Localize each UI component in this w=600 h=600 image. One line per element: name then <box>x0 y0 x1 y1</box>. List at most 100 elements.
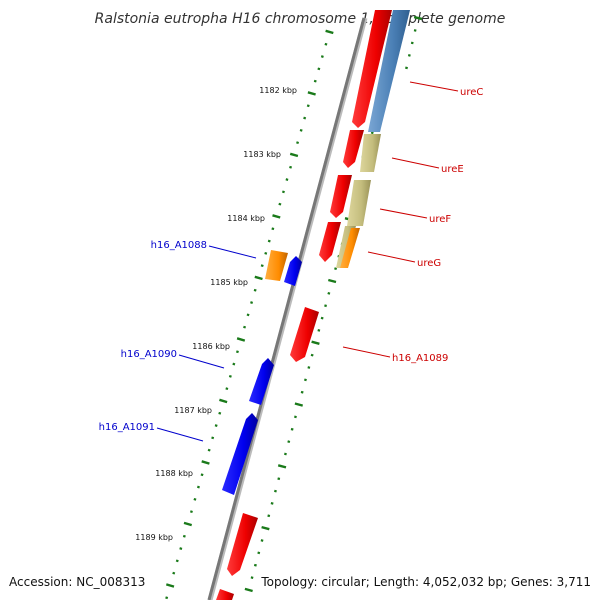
outer-tick-ring <box>405 15 423 70</box>
left-ring-major-tick <box>219 398 228 404</box>
right-ring-major-tick <box>327 278 337 284</box>
left-ring-minor-tick <box>200 473 204 477</box>
gene-features <box>216 10 410 600</box>
tick-label-1184: 1184 kbp <box>227 214 265 223</box>
left-ring-minor-tick <box>271 227 275 231</box>
right-ring-minor-tick <box>267 514 271 518</box>
label-h16-A1088[interactable]: h16_A1088 <box>151 240 207 251</box>
right-ring-minor-tick <box>274 489 277 493</box>
left-ring-minor-tick <box>306 104 310 108</box>
tick-labels: 1182 kbp 1183 kbp 1184 kbp 1185 kbp 1186… <box>135 86 297 542</box>
tick-label-1185: 1185 kbp <box>210 278 248 287</box>
left-ring-minor-tick <box>324 42 328 46</box>
left-ring-minor-tick <box>218 411 222 415</box>
tick-label-1187: 1187 kbp <box>174 406 212 415</box>
gene-ureE[interactable] <box>343 130 364 168</box>
left-ring-minor-tick <box>225 387 229 391</box>
gene-ureG[interactable] <box>319 222 341 262</box>
outer-ring-minor-tick <box>413 29 417 32</box>
gene-h16-A1090[interactable] <box>249 358 274 405</box>
gene-h16-A1089[interactable] <box>290 307 319 362</box>
left-ring-major-tick <box>307 91 316 96</box>
right-ring-minor-tick <box>310 353 314 357</box>
left-ring-minor-tick <box>313 79 317 83</box>
right-ring-minor-tick <box>370 131 374 135</box>
tick-label-1182: 1182 kbp <box>259 86 297 95</box>
backbone <box>207 17 368 600</box>
outer-ring-minor-tick <box>407 54 411 57</box>
topology-label: Topology: circular; Length: 4,052,032 bp… <box>260 575 591 589</box>
gene-h16-A1088[interactable] <box>284 256 302 286</box>
left-ring-major-tick <box>254 275 263 281</box>
right-ring-minor-tick <box>307 366 311 369</box>
gene-lower-red[interactable] <box>227 513 258 576</box>
gene-ureC[interactable] <box>352 10 392 128</box>
tick-label-1183: 1183 kbp <box>243 150 281 159</box>
tick-label-1189: 1189 kbp <box>135 533 173 542</box>
right-ring-major-tick <box>261 525 270 531</box>
right-ring-minor-tick <box>287 440 291 444</box>
label-ureF[interactable]: ureF <box>429 214 451 225</box>
left-ring-minor-tick <box>264 251 268 255</box>
gene-ureG-orange[interactable] <box>340 228 360 268</box>
right-ring-minor-tick <box>277 477 281 481</box>
left-ring-major-tick <box>165 583 175 588</box>
left-ring-minor-tick <box>235 350 239 354</box>
tick-label-1188: 1188 kbp <box>155 469 193 478</box>
label-lines <box>156 81 459 442</box>
right-ring-minor-tick <box>334 267 338 271</box>
left-ring-minor-tick <box>165 596 169 600</box>
gene-h16-A1091[interactable] <box>222 413 258 495</box>
label-h16-A1091[interactable]: h16_A1091 <box>99 422 155 433</box>
right-ring-minor-tick <box>284 452 287 456</box>
right-ring-major-tick <box>311 340 320 345</box>
right-ring-major-tick <box>244 587 253 593</box>
gene-labels: ureC ureE ureF ureG h16_A1089 h16_A1088 … <box>99 87 484 433</box>
label-ureE[interactable]: ureE <box>441 164 464 175</box>
left-ring-minor-tick <box>281 190 285 194</box>
gene-ureF-tan[interactable] <box>347 180 371 226</box>
right-ring-minor-tick <box>317 329 321 332</box>
right-ring-minor-tick <box>327 291 331 295</box>
right-ring-minor-tick <box>294 415 297 419</box>
accession-label: Accession: NC_008313 <box>9 575 145 589</box>
left-ring-minor-tick <box>189 510 193 514</box>
left-ring-minor-tick <box>211 436 215 440</box>
right-ring-minor-tick <box>250 576 254 579</box>
right-ring-minor-tick <box>257 551 261 555</box>
gene-ureE-tan[interactable] <box>360 134 381 172</box>
gene-h16-A1088-orange[interactable] <box>265 250 288 281</box>
left-ring-minor-tick <box>253 288 257 292</box>
left-ring-minor-tick <box>243 325 247 329</box>
left-ring-minor-tick <box>232 362 236 366</box>
label-ureC[interactable]: ureC <box>460 87 483 98</box>
outer-ring-minor-tick <box>405 66 408 70</box>
right-ring-minor-tick <box>290 427 294 431</box>
right-ring-minor-tick <box>300 390 304 394</box>
left-ring-minor-tick <box>299 128 303 132</box>
gene-ureF[interactable] <box>330 175 352 218</box>
label-h16-A1089[interactable]: h16_A1089 <box>392 353 448 364</box>
right-ring-minor-tick <box>270 502 274 505</box>
tick-label-1186: 1186 kbp <box>192 342 230 351</box>
right-ring-minor-tick <box>303 378 307 382</box>
left-ring-minor-tick <box>179 547 183 550</box>
left-ring-minor-tick <box>196 485 200 489</box>
left-ring-major-tick <box>272 214 281 219</box>
map-title: Ralstonia eutropha H16 chromosome 1, com… <box>95 11 506 27</box>
left-ring-minor-tick <box>303 116 307 120</box>
left-ring-minor-tick <box>278 202 282 206</box>
left-ring-major-tick <box>183 521 193 527</box>
left-ring-minor-tick <box>260 264 264 268</box>
left-ring-major-tick <box>325 29 334 35</box>
left-ring-minor-tick <box>267 239 271 243</box>
label-h16-A1090[interactable]: h16_A1090 <box>121 349 177 360</box>
left-ring-minor-tick <box>214 424 218 427</box>
left-ring-minor-tick <box>320 55 324 58</box>
gene-ureC-outer[interactable] <box>368 10 410 132</box>
outer-ring-major-tick <box>413 15 423 21</box>
label-ureG[interactable]: ureG <box>417 258 441 269</box>
gene-bottom-red[interactable] <box>216 589 234 600</box>
left-ring-minor-tick <box>207 448 211 452</box>
